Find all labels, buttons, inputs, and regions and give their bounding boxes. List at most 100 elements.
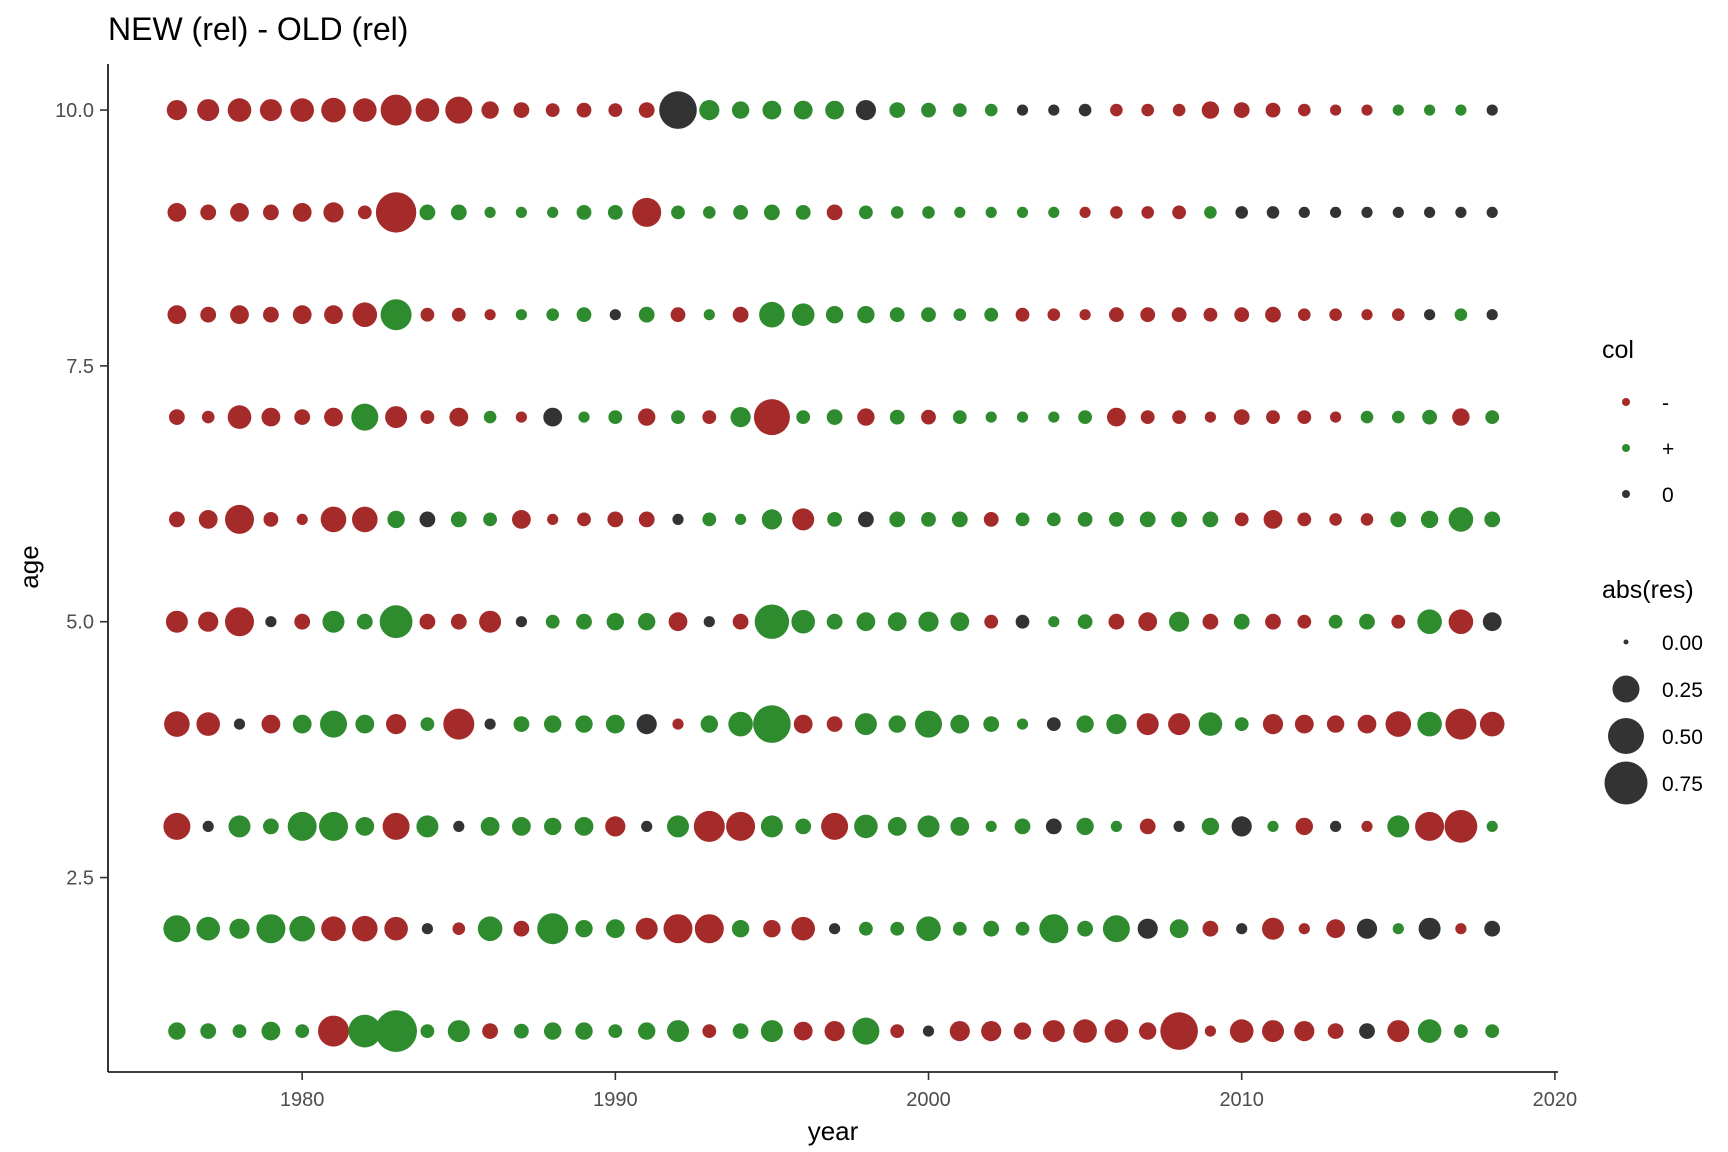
data-point <box>983 920 1000 937</box>
data-point <box>1015 614 1030 629</box>
data-point <box>1294 714 1314 734</box>
data-point <box>292 305 312 325</box>
data-point <box>950 817 970 836</box>
data-point <box>606 613 624 631</box>
data-point <box>1109 307 1124 323</box>
data-point <box>730 407 751 428</box>
data-point <box>387 510 405 529</box>
data-point <box>1077 614 1093 630</box>
data-point <box>754 604 790 639</box>
x-tick-label: 2020 <box>1533 1089 1578 1111</box>
data-point <box>1139 511 1156 528</box>
data-point <box>576 205 592 220</box>
data-point <box>671 205 685 220</box>
data-point <box>638 511 655 528</box>
data-point <box>415 98 440 122</box>
data-point <box>985 206 997 218</box>
data-point <box>857 408 875 426</box>
data-point <box>1486 104 1498 116</box>
data-point <box>419 204 436 221</box>
data-point <box>1138 612 1158 632</box>
data-point <box>351 403 379 431</box>
data-point <box>763 920 781 938</box>
data-point <box>635 917 658 940</box>
data-point <box>320 710 347 738</box>
data-point <box>352 302 378 328</box>
data-point <box>1357 714 1377 734</box>
data-point <box>479 610 502 633</box>
data-point <box>168 1022 186 1040</box>
data-point <box>1391 614 1406 629</box>
data-point <box>921 102 936 118</box>
data-point <box>1387 1020 1410 1043</box>
data-point <box>1201 101 1220 119</box>
data-point <box>857 306 875 324</box>
data-point <box>607 511 624 528</box>
data-point <box>825 100 844 120</box>
data-point <box>731 101 750 119</box>
x-tick-label: 2000 <box>906 1089 951 1111</box>
data-point <box>609 309 621 321</box>
chart-title: NEW (rel) - OLD (rel) <box>108 11 408 47</box>
data-point <box>950 714 970 734</box>
y-tick-label: 10.0 <box>55 100 94 122</box>
data-point <box>1294 1021 1315 1042</box>
data-point <box>1454 308 1468 322</box>
data-point <box>256 914 286 944</box>
data-point <box>1015 307 1030 322</box>
data-point <box>477 916 503 941</box>
data-point <box>164 711 190 737</box>
data-point <box>450 511 467 528</box>
data-point <box>1079 206 1091 218</box>
data-point <box>1392 410 1405 424</box>
data-point <box>793 714 813 734</box>
data-point <box>702 512 717 527</box>
data-point <box>323 202 344 223</box>
legend-size-key <box>1608 718 1644 754</box>
data-point <box>1390 511 1407 528</box>
data-point <box>984 614 999 629</box>
data-point <box>421 923 433 935</box>
data-point <box>230 305 249 325</box>
data-point <box>1048 411 1060 423</box>
data-point <box>1233 613 1250 630</box>
legend: col - +0 abs(res) 0.00 0.25 0.50 0.75 <box>1602 336 1703 805</box>
data-point <box>163 812 191 840</box>
data-point <box>1110 206 1123 219</box>
data-point <box>735 513 747 526</box>
data-point <box>638 306 655 323</box>
data-point <box>261 714 281 734</box>
data-point <box>638 1022 656 1040</box>
legend-col-key <box>1622 444 1630 452</box>
data-point <box>855 100 877 121</box>
data-point <box>1046 717 1061 731</box>
data-point <box>1015 921 1030 936</box>
data-point <box>1298 923 1310 935</box>
data-point <box>1169 611 1190 632</box>
data-point <box>1263 510 1283 529</box>
data-point <box>1479 711 1505 737</box>
data-point <box>357 205 372 220</box>
data-point <box>1172 103 1186 117</box>
data-point <box>1233 409 1250 425</box>
data-point <box>1486 309 1498 321</box>
data-point <box>481 101 499 119</box>
data-point <box>544 817 562 836</box>
data-point <box>287 811 317 841</box>
data-point <box>294 409 311 425</box>
data-point <box>1455 923 1467 935</box>
data-point <box>659 91 697 129</box>
x-axis-ticks: 1980 1990 2000 2010 2020 <box>280 1072 1577 1111</box>
data-point <box>575 920 593 938</box>
data-point <box>795 205 811 220</box>
data-point <box>824 1021 845 1042</box>
data-point <box>1039 914 1069 944</box>
data-point <box>918 611 939 632</box>
data-point <box>726 811 756 841</box>
data-point <box>1079 309 1091 321</box>
data-point <box>984 307 999 322</box>
data-point <box>1136 713 1159 736</box>
data-point <box>1204 1025 1216 1037</box>
data-point <box>753 399 790 436</box>
data-point <box>1418 917 1441 940</box>
